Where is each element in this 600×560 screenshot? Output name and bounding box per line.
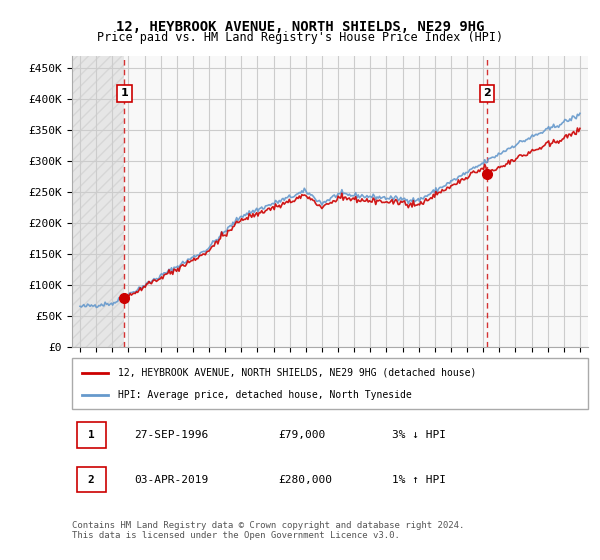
Text: 1: 1 [121,88,128,98]
FancyBboxPatch shape [72,358,588,409]
Text: 12, HEYBROOK AVENUE, NORTH SHIELDS, NE29 9HG (detached house): 12, HEYBROOK AVENUE, NORTH SHIELDS, NE29… [118,367,477,377]
Text: 2: 2 [484,88,491,98]
Text: £280,000: £280,000 [278,475,332,485]
Bar [72,56,124,347]
Text: 1: 1 [88,430,94,440]
Text: 03-APR-2019: 03-APR-2019 [134,475,208,485]
Text: HPI: Average price, detached house, North Tyneside: HPI: Average price, detached house, Nort… [118,390,412,400]
Text: Contains HM Land Registry data © Crown copyright and database right 2024.
This d: Contains HM Land Registry data © Crown c… [72,521,464,540]
Text: 2: 2 [88,475,94,485]
Text: 1% ↑ HPI: 1% ↑ HPI [392,475,446,485]
FancyBboxPatch shape [77,467,106,492]
Text: £79,000: £79,000 [278,430,326,440]
Text: 3% ↓ HPI: 3% ↓ HPI [392,430,446,440]
Text: 12, HEYBROOK AVENUE, NORTH SHIELDS, NE29 9HG: 12, HEYBROOK AVENUE, NORTH SHIELDS, NE29… [116,20,484,34]
FancyBboxPatch shape [77,422,106,447]
Text: 27-SEP-1996: 27-SEP-1996 [134,430,208,440]
Text: Price paid vs. HM Land Registry's House Price Index (HPI): Price paid vs. HM Land Registry's House … [97,31,503,44]
